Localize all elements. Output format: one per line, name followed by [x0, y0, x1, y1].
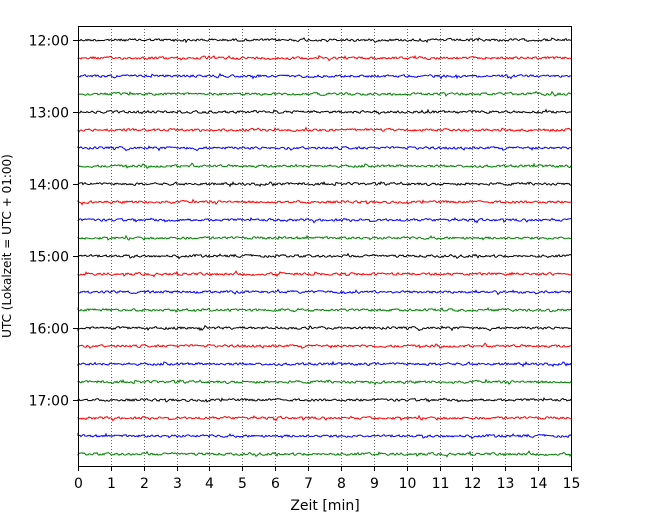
trace-1700: [77, 397, 572, 403]
trace-1230: [77, 72, 572, 80]
x-axis-ticks: 0 1 2 3 4 5 6 7 8 9 10 11 12 13 14 15: [74, 466, 580, 492]
x-tick-label-15: 15: [563, 476, 581, 492]
trace-1615: [77, 342, 572, 349]
trace-1300: [77, 108, 572, 115]
y-axis-label: UTC (Lokalzeit = UTC + 01:00): [0, 154, 14, 338]
trace-1345: [77, 162, 572, 169]
y-tick-label-16:00: 16:00: [29, 322, 69, 338]
x-tick-label-11: 11: [432, 476, 450, 492]
trace-1745: [77, 450, 572, 458]
trace-1730: [77, 432, 572, 440]
x-tick-label-0: 0: [74, 476, 83, 492]
x-tick-label-1: 1: [107, 476, 116, 492]
x-tick-label-8: 8: [337, 476, 346, 492]
x-tick-label-12: 12: [464, 476, 482, 492]
trace-1245: [77, 90, 572, 97]
trace-1645: [77, 378, 572, 386]
trace-1715: [77, 414, 572, 422]
x-tick-label-13: 13: [497, 476, 515, 492]
x-tick-label-5: 5: [238, 476, 247, 492]
x-tick-label-10: 10: [399, 476, 417, 492]
y-tick-label-13:00: 13:00: [29, 106, 69, 122]
trace-1430: [77, 217, 572, 224]
seismogram-traces: [77, 37, 572, 458]
x-tick-label-3: 3: [173, 476, 182, 492]
trace-1545: [77, 307, 572, 313]
trace-1215: [77, 54, 572, 62]
x-tick-label-2: 2: [140, 476, 149, 492]
trace-1600: [77, 324, 572, 332]
trace-1400: [77, 181, 572, 188]
x-tick-label-14: 14: [530, 476, 548, 492]
vertical-grid-lines: [111, 26, 539, 466]
plot-frame: [78, 26, 572, 467]
x-tick-label-6: 6: [271, 476, 280, 492]
y-tick-label-14:00: 14:00: [29, 178, 69, 194]
trace-1530: [77, 288, 572, 296]
x-axis-label: Zeit [min]: [290, 498, 359, 514]
y-tick-label-17:00: 17:00: [29, 394, 69, 410]
trace-1415: [77, 198, 572, 206]
y-tick-label-12:00: 12:00: [29, 34, 69, 50]
trace-1445: [77, 234, 572, 241]
trace-1630: [77, 360, 572, 368]
x-tick-label-9: 9: [370, 476, 379, 492]
trace-1515: [77, 270, 572, 278]
y-tick-label-15:00: 15:00: [29, 250, 69, 266]
trace-1500: [77, 252, 572, 260]
trace-1330: [77, 145, 572, 152]
trace-1200: [77, 37, 572, 44]
y-axis-ticks: 12:00 13:00 14:00 15:00 16:00 17:00: [29, 34, 78, 410]
x-tick-label-7: 7: [304, 476, 313, 492]
x-tick-label-4: 4: [205, 476, 214, 492]
trace-1315: [77, 126, 572, 133]
